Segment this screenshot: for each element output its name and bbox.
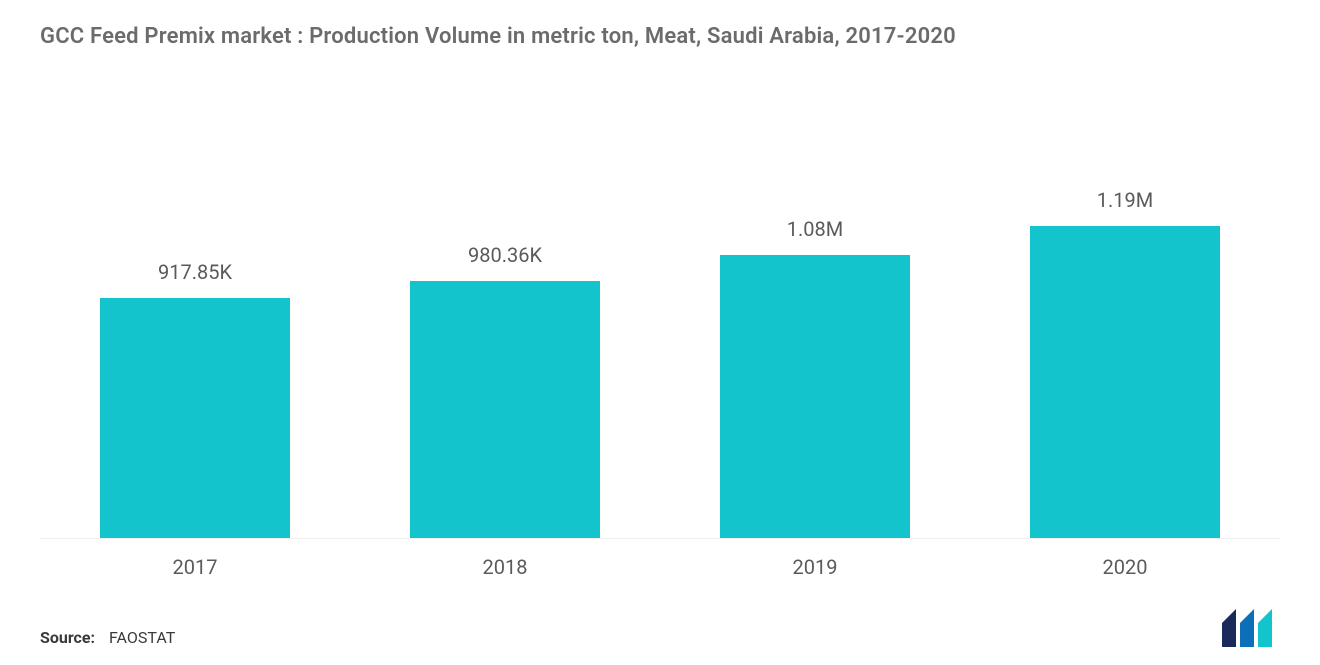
bar xyxy=(1030,226,1220,538)
x-axis-label: 2020 xyxy=(970,555,1280,579)
x-axis-label: 2017 xyxy=(40,555,350,579)
brand-logo-icon xyxy=(1222,609,1280,647)
x-axis: 2017 2018 2019 2020 xyxy=(40,555,1280,579)
x-axis-label: 2019 xyxy=(660,555,970,579)
chart-container: { "title": "GCC Feed Premix market : Pro… xyxy=(0,0,1320,665)
chart-title: GCC Feed Premix market : Production Volu… xyxy=(40,24,1280,49)
bar-group: 917.85K xyxy=(40,260,350,538)
source-citation: Source: FAOSTAT xyxy=(40,628,175,647)
bar xyxy=(410,281,600,538)
chart-footer: Source: FAOSTAT xyxy=(40,609,1280,647)
bar-group: 1.08M xyxy=(660,217,970,538)
bar-chart: 917.85K 980.36K 1.08M 1.19M xyxy=(40,109,1280,539)
source-value: FAOSTAT xyxy=(109,628,175,647)
bar xyxy=(100,298,290,538)
bar-group: 980.36K xyxy=(350,243,660,538)
bar-value-label: 1.19M xyxy=(1097,188,1153,212)
bar-value-label: 917.85K xyxy=(158,260,232,284)
source-label: Source: xyxy=(40,628,95,647)
bar xyxy=(720,255,910,538)
bar-value-label: 980.36K xyxy=(468,243,542,267)
bar-value-label: 1.08M xyxy=(787,217,843,241)
bar-group: 1.19M xyxy=(970,188,1280,538)
x-axis-label: 2018 xyxy=(350,555,660,579)
